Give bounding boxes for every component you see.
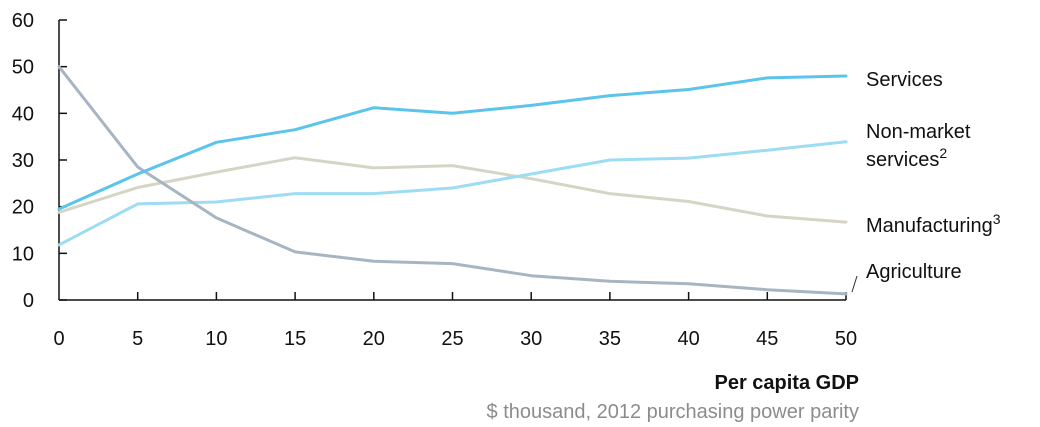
y-tick-label: 20 xyxy=(12,197,34,219)
series-labels: ServicesNon-marketservices2Manufacturing… xyxy=(851,69,1001,293)
x-tick-label: 40 xyxy=(677,328,699,350)
x-tick-label: 30 xyxy=(520,328,542,350)
series-line-services xyxy=(57,74,848,211)
series-label-manufacturing: Manufacturing3 xyxy=(866,211,1001,237)
x-tick-label: 10 xyxy=(205,328,227,350)
y-tick-label: 40 xyxy=(12,103,34,125)
y-tick-label: 30 xyxy=(12,150,34,172)
x-tick-label: 5 xyxy=(132,328,143,350)
y-ticks: 0 10 20 30 40 50 60 xyxy=(12,10,67,312)
series-label-text: Services xyxy=(866,69,943,91)
x-ticks: 0 5 10 15 20 25 30 35 40 45 50 xyxy=(53,292,857,350)
series-label-services: Services xyxy=(866,69,943,91)
x-axis-subtitle: $ thousand, 2012 purchasing power parity xyxy=(487,401,859,423)
y-tick-label: 60 xyxy=(12,10,34,32)
series-line-manufacturing xyxy=(57,156,848,224)
series-label-text: Agriculture xyxy=(866,261,962,283)
x-tick-label: 25 xyxy=(441,328,463,350)
x-tick-label: 20 xyxy=(363,328,385,350)
x-tick-label: 35 xyxy=(599,328,621,350)
series-label-agriculture: Agriculture xyxy=(866,261,962,283)
series-label-footnote: 3 xyxy=(993,211,1001,227)
series-label-text: services xyxy=(866,149,939,171)
y-tick-label: 10 xyxy=(12,243,34,265)
series-lines xyxy=(57,65,848,296)
x-tick-label: 0 xyxy=(53,328,64,350)
series-label-non-market: services2 xyxy=(866,145,947,171)
x-tick-label: 45 xyxy=(756,328,778,350)
series-label-footnote: 2 xyxy=(939,145,947,161)
agriculture-leader-line xyxy=(851,275,858,293)
x-tick-label: 15 xyxy=(284,328,306,350)
x-tick-label: 50 xyxy=(835,328,857,350)
series-line-agriculture xyxy=(57,65,848,296)
y-tick-label: 0 xyxy=(23,290,34,312)
series-label-text: Manufacturing xyxy=(866,215,993,237)
y-tick-label: 50 xyxy=(12,57,34,79)
x-axis-title: Per capita GDP xyxy=(714,372,859,394)
axes xyxy=(58,20,846,301)
series-label-non-market: Non-market xyxy=(866,121,971,143)
series-label-text: Non-market xyxy=(866,121,971,143)
